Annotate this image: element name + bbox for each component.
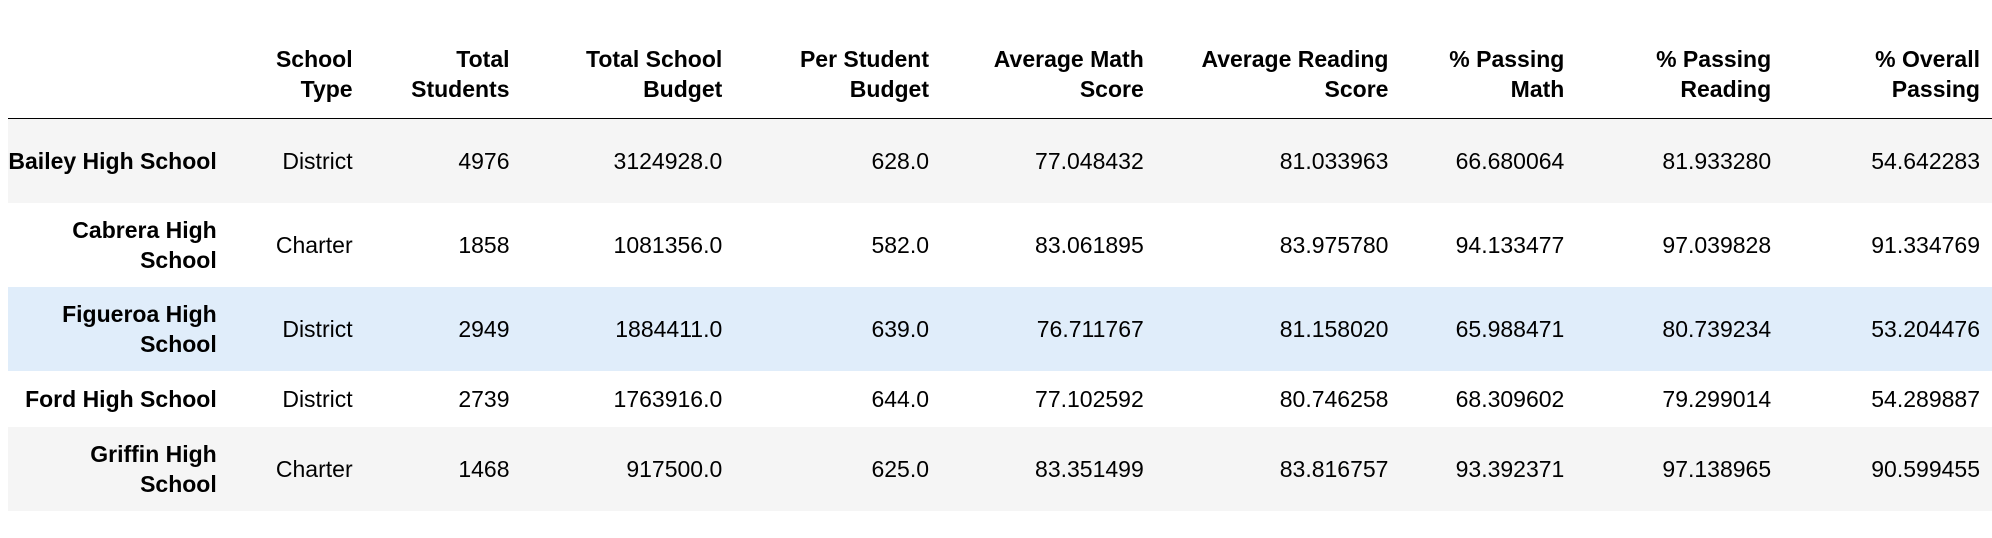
- table-row: Griffin High School Charter 1468 917500.…: [8, 426, 1992, 511]
- table-cell: Charter: [275, 455, 353, 482]
- column-header-average-math-score: Average Math Score: [941, 44, 1156, 119]
- table-cell: 582.0: [871, 231, 930, 258]
- header-row: School Type Total Students Total School …: [8, 44, 1992, 119]
- table-cell: 91.334769: [1871, 231, 1980, 258]
- table-cell: 83.816757: [1279, 455, 1389, 482]
- row-label: Cabrera High School: [72, 216, 217, 273]
- table-row: Cabrera High School Charter 1858 1081356…: [8, 203, 1992, 287]
- table-cell: 1884411.0: [615, 315, 723, 342]
- row-label: Bailey High School: [8, 147, 217, 174]
- table-cell: 628.0: [871, 147, 930, 174]
- table-cell: 1468: [458, 455, 510, 482]
- table-cell: 66.680064: [1455, 147, 1565, 174]
- table-cell: 68.309602: [1455, 385, 1565, 412]
- school-summary-table: School Type Total Students Total School …: [8, 44, 1992, 511]
- table-cell: 79.299014: [1662, 385, 1772, 412]
- table-row-hovered: Figueroa High School District 2949 18844…: [8, 286, 1992, 371]
- table-cell: 917500.0: [626, 455, 723, 482]
- table-cell: 1858: [458, 231, 510, 258]
- table-cell: District: [282, 315, 353, 342]
- table-cell: 83.351499: [1035, 455, 1144, 482]
- table-cell: 639.0: [871, 315, 930, 342]
- table-cell: 77.102592: [1035, 385, 1144, 412]
- column-header-passing-math: % Passing Math: [1400, 44, 1577, 119]
- table-cell: District: [282, 147, 353, 174]
- row-label: Figueroa High School: [62, 300, 217, 357]
- table-cell: 80.739234: [1662, 315, 1772, 342]
- table-cell: 77.048432: [1035, 147, 1144, 174]
- row-label: Ford High School: [25, 385, 217, 412]
- table-cell: 53.204476: [1871, 315, 1980, 342]
- column-header-per-student-budget: Per Student Budget: [734, 44, 942, 119]
- table-cell: 81.158020: [1279, 315, 1389, 342]
- table-cell: 97.138965: [1662, 455, 1772, 482]
- table-cell: 81.033963: [1279, 147, 1389, 174]
- table-cell: 90.599455: [1871, 455, 1980, 482]
- table-cell: 2949: [458, 315, 510, 342]
- table-cell: 83.975780: [1279, 231, 1389, 258]
- table-cell: 1763916.0: [613, 385, 723, 412]
- column-header-school-type: School Type: [228, 44, 365, 119]
- column-header-average-reading-score: Average Reading Score: [1155, 44, 1401, 119]
- table-cell: 4976: [458, 147, 510, 174]
- column-header-passing-reading: % Passing Reading: [1576, 44, 1784, 119]
- table-cell: 76.711767: [1036, 315, 1144, 342]
- table-cell: 94.133477: [1455, 231, 1565, 258]
- table-cell: 54.642283: [1871, 147, 1980, 174]
- row-label: Griffin High School: [90, 440, 217, 497]
- index-header: [8, 44, 229, 119]
- table-cell: 54.289887: [1871, 385, 1980, 412]
- column-header-total-students: Total Students: [364, 44, 522, 119]
- column-header-overall-passing: % Overall Passing: [1783, 44, 1992, 119]
- table-row: Ford High School District 2739 1763916.0…: [8, 371, 1992, 427]
- table-cell: 83.061895: [1035, 231, 1144, 258]
- table-cell: 65.988471: [1455, 315, 1565, 342]
- table-cell: 93.392371: [1455, 455, 1565, 482]
- table-row: Bailey High School District 4976 3124928…: [8, 118, 1992, 203]
- table-cell: 3124928.0: [613, 147, 723, 174]
- table-cell: Charter: [275, 231, 353, 258]
- table-cell: District: [282, 385, 353, 412]
- table-cell: 2739: [458, 385, 510, 412]
- table-cell: 625.0: [871, 455, 930, 482]
- column-header-total-school-budget: Total School Budget: [521, 44, 735, 119]
- table-cell: 81.933280: [1662, 147, 1772, 174]
- table-cell: 97.039828: [1662, 231, 1772, 258]
- table-cell: 1081356.0: [613, 231, 723, 258]
- table-cell: 80.746258: [1279, 385, 1389, 412]
- table-cell: 644.0: [871, 385, 930, 412]
